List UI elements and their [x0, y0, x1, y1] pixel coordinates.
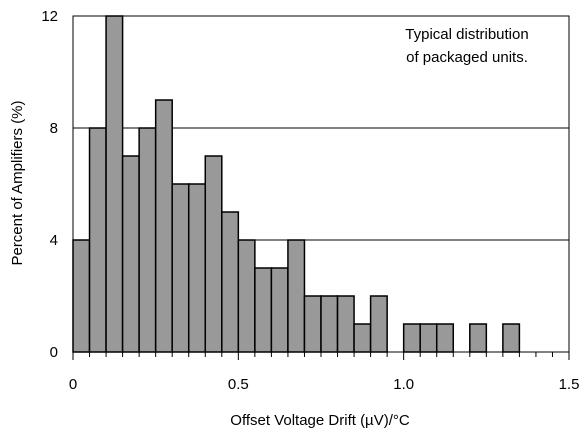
histogram-bar [88, 127, 107, 353]
histogram-bar [154, 99, 173, 353]
annotation-line-1: Typical distribution [405, 26, 528, 43]
histogram-bar [502, 323, 521, 353]
y-tick-label: 8 [50, 120, 58, 137]
annotation-line-2: of packaged units. [406, 49, 528, 66]
y-tick-label: 4 [50, 232, 58, 249]
histogram-bar [469, 323, 488, 353]
histogram-bar [303, 295, 322, 353]
bars [72, 15, 521, 353]
histogram-bar [237, 239, 256, 353]
histogram-bar [204, 155, 223, 353]
histogram-bar [320, 295, 339, 353]
histogram-bar [138, 127, 157, 353]
histogram-bar [187, 183, 207, 353]
histogram-bar [402, 323, 421, 353]
histogram-bar [270, 267, 289, 353]
y-tick-label: 12 [41, 8, 58, 25]
histogram-bar [121, 155, 140, 353]
x-tick-label: 0 [69, 376, 77, 393]
histogram-bar [435, 323, 455, 353]
histogram-bar [72, 239, 91, 353]
histogram-bar [353, 323, 372, 353]
histogram-bar [287, 239, 306, 353]
annotation: Typical distribution of packaged units. [405, 26, 528, 66]
axis-ticks [72, 15, 570, 360]
x-axis-label: Offset Voltage Drift (µV)/°C [230, 412, 410, 429]
x-tick-label: 1.0 [393, 376, 414, 393]
x-tick-label: 0.5 [228, 376, 249, 393]
histogram-bar [369, 295, 388, 353]
x-tick-label: 1.5 [559, 376, 580, 393]
histogram-bar [419, 323, 438, 353]
histogram-bar [254, 267, 273, 353]
histogram-bar [105, 15, 124, 353]
y-axis-label: Percent of Amplifiers (%) [9, 100, 26, 265]
y-tick-label: 0 [50, 344, 58, 361]
histogram-bar [221, 211, 240, 353]
y-tick-labels: 0 4 8 12 [41, 8, 58, 361]
x-tick-labels: 0 0.5 1.0 1.5 [69, 376, 580, 393]
histogram-bar [171, 183, 190, 353]
histogram-bar [336, 295, 355, 353]
